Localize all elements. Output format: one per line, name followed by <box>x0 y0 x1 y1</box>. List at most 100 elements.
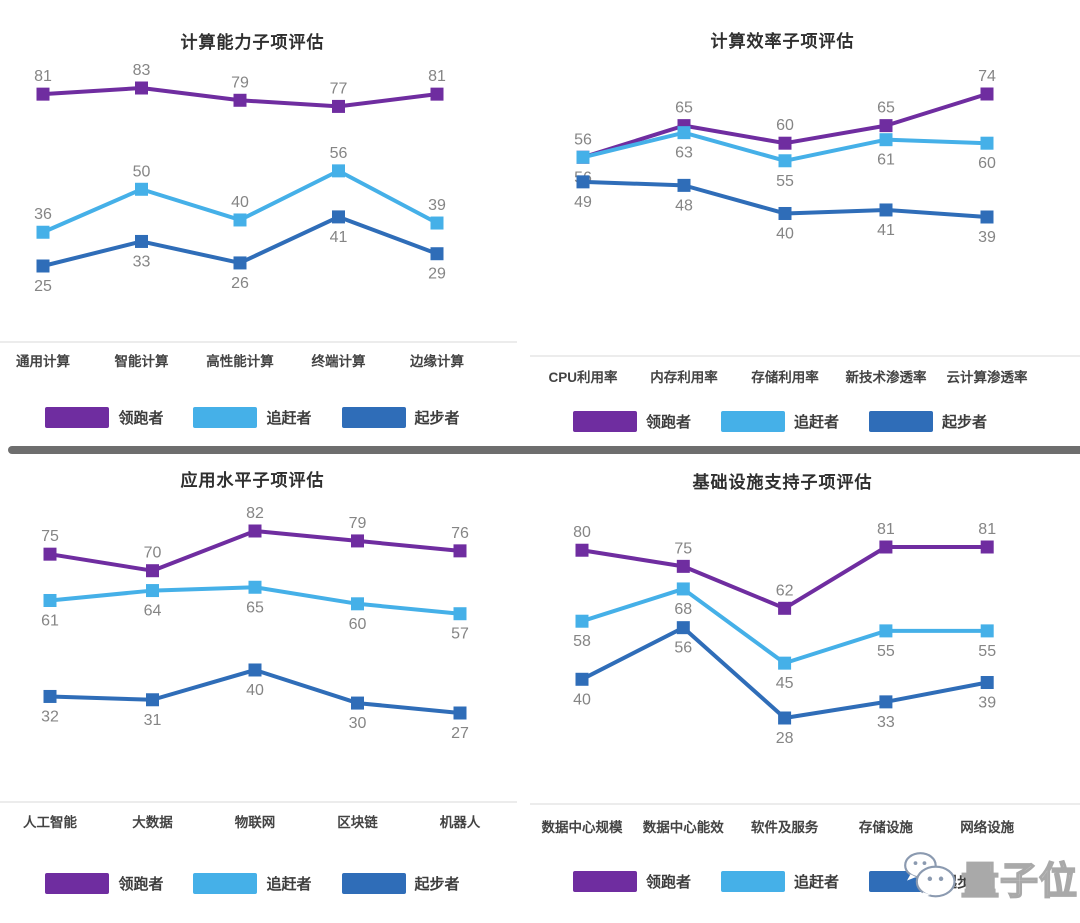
data-point-marker <box>879 203 893 217</box>
x-axis-label: 物联网 <box>235 814 276 830</box>
data-point-value: 74 <box>978 68 996 85</box>
line-chart-infrastructure-support: 数据中心规模 数据中心能效 软件及服务 存储设施 网络设施 80 75 62 81 81 58 68 4… <box>530 521 1080 835</box>
legend-label: 起步者 <box>414 876 460 893</box>
data-point-marker <box>879 540 893 554</box>
data-point-value: 68 <box>674 601 692 618</box>
data-point-marker <box>453 607 467 621</box>
data-point-marker <box>351 597 364 611</box>
data-point-marker <box>879 624 893 638</box>
data-point-marker <box>879 695 893 709</box>
legend-label: 起步者 <box>942 874 988 891</box>
data-point-marker <box>575 614 589 628</box>
legend-swatch <box>869 871 933 892</box>
data-point-value: 61 <box>41 612 59 629</box>
data-point-marker <box>248 580 262 594</box>
chart-panel-computing-efficiency: 计算效率子项评估 CPU利用率 内存利用率 存储利用率 新技术渗透率 云计算渗透率 56 6… <box>530 0 1080 446</box>
data-point-marker <box>146 693 159 707</box>
data-point-marker <box>233 213 247 227</box>
data-point-value: 57 <box>451 626 469 643</box>
chart-legend: 领跑者 追赶者 起步者 <box>530 871 1030 892</box>
legend-item: 起步者 <box>869 411 987 432</box>
data-point-value: 55 <box>877 643 895 660</box>
data-point-marker <box>248 663 262 677</box>
data-point-marker <box>43 547 57 561</box>
data-point-marker <box>677 178 691 192</box>
data-point-marker <box>879 119 893 133</box>
legend-swatch <box>720 411 785 432</box>
data-point-value: 64 <box>144 603 162 620</box>
data-point-value: 56 <box>330 145 348 162</box>
legend-swatch <box>193 407 258 428</box>
data-point-value: 30 <box>349 715 367 732</box>
data-point-value: 26 <box>231 275 249 292</box>
legend-item: 领跑者 <box>45 873 163 894</box>
line-chart-application-level: 人工智能 大数据 物联网 区块链 机器人 75 70 82 79 76 61 64 65 60 57 32 31… <box>0 505 517 830</box>
data-point-value: 81 <box>428 68 446 85</box>
data-point-marker <box>778 154 792 168</box>
data-point-marker <box>676 621 690 635</box>
chart-title: 计算能力子项评估 <box>180 33 325 52</box>
data-point-marker <box>43 593 57 607</box>
legend-label: 领跑者 <box>118 876 164 893</box>
data-point-value: 79 <box>231 74 249 91</box>
x-axis-label: 人工智能 <box>23 814 77 830</box>
legend-label: 领跑者 <box>118 410 164 427</box>
x-axis-label: 智能计算 <box>115 353 169 369</box>
data-point-marker <box>36 225 50 239</box>
data-point-marker <box>332 164 345 178</box>
data-point-value: 65 <box>246 599 264 616</box>
data-point-marker <box>575 672 589 686</box>
data-point-value: 48 <box>675 197 693 214</box>
data-point-value: 76 <box>451 525 469 542</box>
data-point-value: 58 <box>573 633 591 650</box>
x-axis-label: 数据中心能效 <box>643 819 724 835</box>
legend-item: 领跑者 <box>572 411 691 432</box>
chart-panel-infrastructure-support: 基础设施支持子项评估 数据中心规模 数据中心能效 软件及服务 存储设施 网络设施 80 75… <box>530 455 1080 923</box>
line-chart-computing-capability: 通用计算 智能计算 高性能计算 终端计算 边缘计算 81 83 79 77 81 36 50 40 56 3… <box>0 62 517 369</box>
data-point-marker <box>879 133 893 147</box>
data-point-marker <box>351 696 364 710</box>
data-point-value: 31 <box>144 712 162 729</box>
legend-label: 追赶者 <box>266 876 312 893</box>
data-point-value: 70 <box>144 545 162 562</box>
data-point-marker <box>676 582 690 596</box>
data-point-value: 75 <box>674 540 692 557</box>
data-point-value: 45 <box>776 675 794 692</box>
legend-swatch <box>572 411 637 432</box>
data-point-value: 65 <box>877 100 895 117</box>
chart-panel-computing-capability: 计算能力子项评估 通用计算 智能计算 高性能计算 终端计算 边缘计算 81 83 79 77 81… <box>0 0 527 446</box>
data-point-value: 28 <box>776 730 794 747</box>
line-chart-computing-efficiency: CPU利用率内存利用率存储利用率新技术渗透率云计算渗透率566560657456… <box>530 68 1080 385</box>
legend-label: 追赶者 <box>793 874 839 891</box>
section-divider <box>8 446 1080 454</box>
data-point-marker <box>36 259 50 273</box>
data-point-value: 81 <box>34 68 52 85</box>
data-point-value: 39 <box>978 695 996 712</box>
data-point-value: 41 <box>877 222 895 239</box>
chart-title: 应用水平子项评估 <box>180 471 325 490</box>
legend-swatch <box>193 873 258 894</box>
data-point-marker <box>430 216 444 230</box>
data-point-marker <box>676 559 690 573</box>
data-point-marker <box>778 136 792 150</box>
data-point-marker <box>576 175 590 189</box>
legend-swatch <box>45 873 110 894</box>
x-axis-label: 机器人 <box>440 814 481 830</box>
x-axis-label: 软件及服务 <box>751 819 819 835</box>
legend-item: 起步者 <box>341 407 460 428</box>
legend-label: 领跑者 <box>645 414 691 431</box>
legend-swatch <box>45 407 110 428</box>
data-point-value: 60 <box>776 117 794 134</box>
data-point-marker <box>778 656 792 670</box>
data-point-marker <box>980 540 994 554</box>
x-axis-label: 通用计算 <box>16 353 70 369</box>
legend-swatch <box>572 871 637 892</box>
data-point-marker <box>36 87 50 101</box>
data-point-value: 40 <box>776 225 794 242</box>
data-point-marker <box>677 126 691 140</box>
data-point-value: 40 <box>246 682 264 699</box>
x-axis-label: 新技术渗透率 <box>846 369 927 385</box>
data-point-value: 27 <box>451 725 469 742</box>
data-point-value: 80 <box>573 524 591 541</box>
data-point-value: 56 <box>574 131 592 148</box>
